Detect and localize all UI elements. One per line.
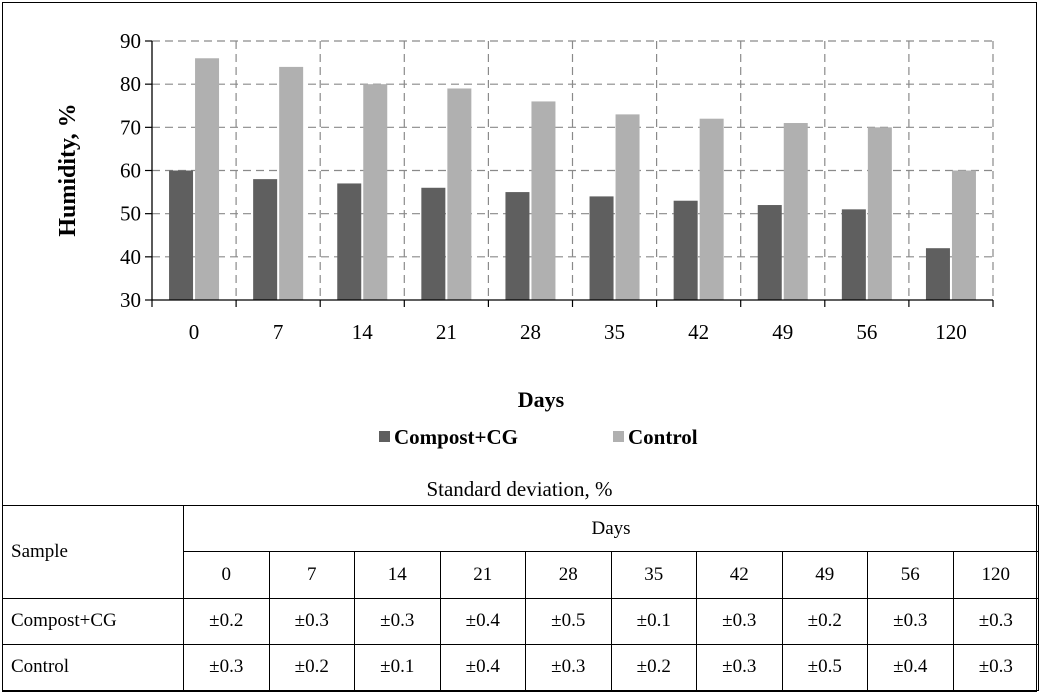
x-tick-label: 21 xyxy=(436,320,457,344)
sd-cell: ±0.5 xyxy=(525,597,612,645)
sample-cell: Compost+CG xyxy=(2,597,184,645)
bar-control xyxy=(867,127,892,300)
legend-swatch-control xyxy=(613,431,624,442)
table-row: Control ±0.3 ±0.2 ±0.1 ±0.4 ±0.3 ±0.2 ±0… xyxy=(2,643,1040,692)
legend-swatch-compost-cg xyxy=(379,431,390,442)
y-tick-label: 40 xyxy=(120,245,141,269)
tick-labels: 30 40 50 60 70 80 90 0 7 14 21 28 35 42 49 56 120 xyxy=(120,29,967,344)
bar-compost-cg xyxy=(589,196,614,300)
y-tick-label: 60 xyxy=(120,159,141,183)
sd-cell: ±0.3 xyxy=(183,643,270,692)
bar-compost-cg xyxy=(505,192,530,300)
legend: Compost+CG Control xyxy=(379,425,698,449)
sd-cell: ±0.2 xyxy=(781,597,868,645)
x-tick-label: 0 xyxy=(189,320,200,344)
bar-compost-cg xyxy=(337,183,362,300)
bar-control xyxy=(195,58,220,301)
bar-control xyxy=(531,101,556,300)
day-cell: 49 xyxy=(781,551,868,599)
legend-label-compost-cg: Compost+CG xyxy=(394,425,518,449)
day-cell: 28 xyxy=(525,551,612,599)
x-tick-label: 42 xyxy=(688,320,709,344)
day-cell: 120 xyxy=(952,551,1040,599)
sample-cell: Control xyxy=(2,643,184,692)
bar-compost-cg xyxy=(253,179,278,300)
sd-cell: ±0.4 xyxy=(867,643,954,692)
bar-control xyxy=(699,118,724,300)
y-axis-title: Humidity, % xyxy=(55,103,81,236)
x-tick-label: 28 xyxy=(520,320,541,344)
bar-control xyxy=(279,66,304,301)
sd-cell: ±0.4 xyxy=(439,643,526,692)
x-tick-label: 56 xyxy=(856,320,877,344)
sd-cell: ±0.3 xyxy=(354,597,441,645)
sd-cell: ±0.3 xyxy=(952,597,1040,645)
axes xyxy=(145,40,994,307)
x-axis-title: Days xyxy=(518,387,565,412)
sd-cell: ±0.2 xyxy=(183,597,270,645)
sd-cell: ±0.3 xyxy=(268,597,355,645)
x-tick-label: 14 xyxy=(352,320,374,344)
sd-cell: ±0.3 xyxy=(952,643,1040,692)
sd-cell: ±0.2 xyxy=(610,643,697,692)
x-tick-label: 49 xyxy=(772,320,793,344)
bar-control xyxy=(615,114,640,300)
bar-compost-cg xyxy=(925,248,950,300)
sd-cell: ±0.4 xyxy=(439,597,526,645)
gridlines xyxy=(152,40,994,300)
y-tick-label: 90 xyxy=(120,29,141,53)
y-tick-label: 50 xyxy=(120,202,141,226)
bar-control xyxy=(951,170,976,300)
day-cell: 42 xyxy=(696,551,783,599)
bar-compost-cg xyxy=(841,209,866,300)
bar-control xyxy=(783,123,808,301)
table-header-row: Sample Days xyxy=(2,504,1040,599)
day-cell: 35 xyxy=(610,551,697,599)
y-tick-label: 70 xyxy=(120,115,141,139)
sd-cell: ±0.5 xyxy=(781,643,868,692)
bar-compost-cg xyxy=(673,200,698,300)
day-cell: 14 xyxy=(354,551,441,599)
y-tick-label: 30 xyxy=(120,288,141,312)
standard-deviation-table: Sample Days 0 7 14 21 28 35 42 49 56 120… xyxy=(2,504,1040,692)
sd-cell: ±0.1 xyxy=(354,643,441,692)
day-cell: 0 xyxy=(183,551,270,599)
bar-compost-cg xyxy=(421,187,446,300)
sd-cell: ±0.3 xyxy=(525,643,612,692)
sd-cell: ±0.1 xyxy=(610,597,697,645)
sd-cell: ±0.3 xyxy=(867,597,954,645)
bars xyxy=(169,58,976,301)
sd-cell: ±0.3 xyxy=(696,597,783,645)
days-header-cell: Days xyxy=(182,504,1040,553)
day-cell: 21 xyxy=(439,551,526,599)
table-days-row: 0 7 14 21 28 35 42 49 56 120 xyxy=(3,551,1040,599)
bar-control xyxy=(447,88,472,300)
bar-control xyxy=(363,84,388,301)
day-cell: 56 xyxy=(867,551,954,599)
x-tick-label: 35 xyxy=(604,320,625,344)
table-row: Compost+CG ±0.2 ±0.3 ±0.3 ±0.4 ±0.5 ±0.1… xyxy=(2,597,1040,645)
humidity-bar-chart: 30 40 50 60 70 80 90 0 7 14 21 28 35 42 49 56 120 Humidi… xyxy=(55,29,994,449)
x-tick-label: 120 xyxy=(935,320,967,344)
y-tick-label: 80 xyxy=(120,72,141,96)
std-table-caption: Standard deviation, % xyxy=(426,477,613,501)
bar-compost-cg xyxy=(757,205,782,300)
bar-compost-cg xyxy=(169,170,194,300)
x-tick-label: 7 xyxy=(273,320,284,344)
sd-cell: ±0.2 xyxy=(268,643,355,692)
legend-label-control: Control xyxy=(628,425,698,449)
day-cell: 7 xyxy=(268,551,355,599)
sd-cell: ±0.3 xyxy=(696,643,783,692)
sample-header-cell: Sample xyxy=(2,505,184,599)
